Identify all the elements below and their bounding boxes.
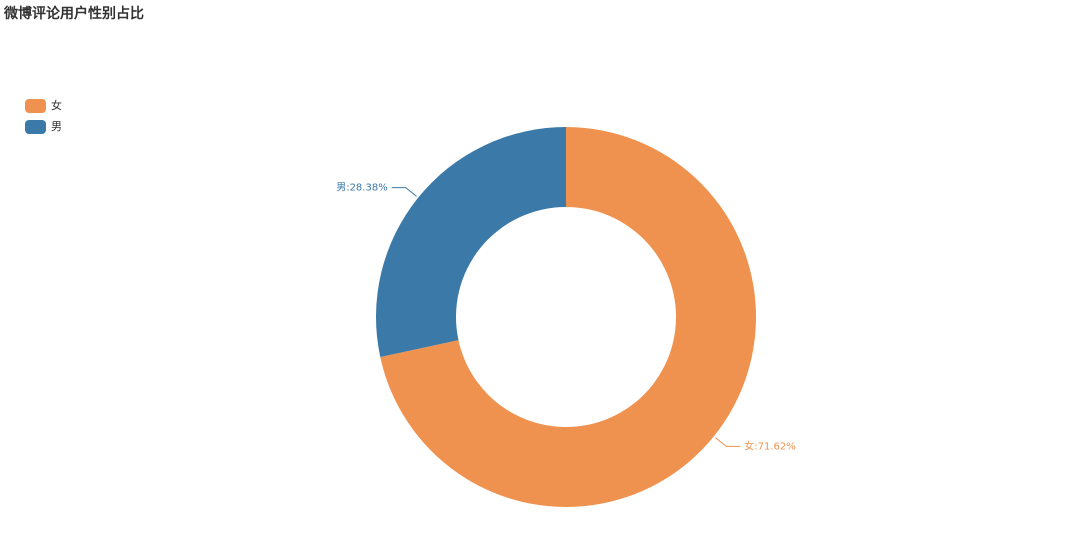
- legend-swatch: [25, 99, 46, 113]
- label-line: [391, 187, 417, 197]
- donut-slice: [380, 127, 756, 507]
- donut-slice: [376, 127, 566, 358]
- chart-title: 微博评论用户性别占比: [3, 5, 144, 22]
- legend-swatch: [25, 120, 46, 134]
- legend-label: 女: [51, 98, 62, 112]
- data-label: 男:28.38%: [336, 182, 388, 194]
- data-label: 女:71.62%: [744, 439, 796, 452]
- label-line: [715, 437, 741, 447]
- legend-label: 男: [51, 120, 62, 133]
